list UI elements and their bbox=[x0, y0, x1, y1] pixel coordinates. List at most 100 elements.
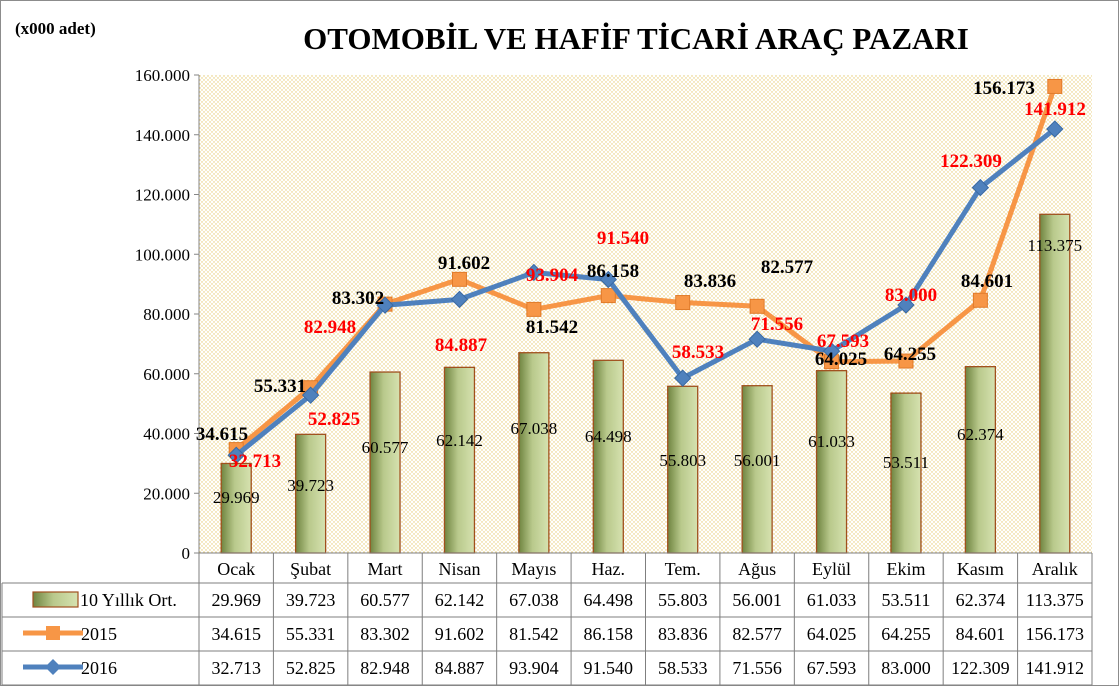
series-2016-value-label: 52.825 bbox=[308, 409, 360, 430]
table-cell-value: 83.836 bbox=[658, 624, 708, 644]
series-2015-point bbox=[972, 292, 988, 308]
chart-title: OTOMOBİL VE HAFİF TİCARİ ARAÇ PAZARI bbox=[303, 21, 969, 56]
table-cell-value: 67.038 bbox=[509, 590, 559, 610]
y-tick-label: 60.000 bbox=[143, 365, 190, 384]
series-2015-point bbox=[675, 295, 691, 311]
table-cell-value: 86.158 bbox=[584, 624, 634, 644]
series-name-label: 2016 bbox=[81, 658, 117, 678]
table-cell-value: 82.948 bbox=[360, 658, 410, 678]
bar bbox=[592, 359, 624, 554]
series-2015-value-label: 55.331 bbox=[254, 376, 306, 397]
legend-key-2015-marker bbox=[46, 626, 60, 640]
y-tick-label: 20.000 bbox=[143, 484, 190, 503]
table-cell-value: 34.615 bbox=[211, 624, 261, 644]
series-2016-value-label: 141.912 bbox=[1024, 99, 1086, 120]
table-cell-value: 156.173 bbox=[1026, 624, 1085, 644]
bar-value-label: 67.038 bbox=[511, 419, 558, 438]
series-2015-point bbox=[1047, 78, 1063, 94]
bar-value-label: 60.577 bbox=[362, 438, 409, 457]
bar bbox=[518, 352, 550, 554]
legend-key-bar bbox=[32, 591, 79, 608]
series-2016-value-label: 91.540 bbox=[597, 228, 649, 249]
category-label: Haz. bbox=[592, 559, 625, 579]
series-2015-point bbox=[526, 301, 542, 317]
line-series bbox=[227, 78, 1064, 464]
table-cell-value: 56.001 bbox=[732, 590, 782, 610]
series-2015-value-label: 83.302 bbox=[332, 288, 384, 309]
series-2016-point bbox=[301, 386, 320, 404]
category-label: Ocak bbox=[217, 559, 255, 579]
table-cell-value: 82.577 bbox=[732, 624, 782, 644]
series-2015-value-label: 83.836 bbox=[684, 271, 736, 292]
y-tick-label: 40.000 bbox=[143, 425, 190, 444]
bar-value-label: 113.375 bbox=[1027, 236, 1082, 255]
bar-value-label: 61.033 bbox=[808, 432, 855, 451]
unit-label: (x000 adet) bbox=[15, 19, 96, 38]
table-cell-value: 84.601 bbox=[956, 624, 1006, 644]
bar bbox=[741, 385, 773, 554]
series-2015-value-label: 86.158 bbox=[587, 261, 639, 282]
series-2016-point bbox=[748, 330, 766, 348]
series-2015-value-label: 91.602 bbox=[438, 253, 490, 274]
bar-series bbox=[220, 213, 1071, 554]
bar-value-label: 62.142 bbox=[436, 431, 483, 450]
table-cell-value: 64.498 bbox=[584, 590, 634, 610]
bar-value-label: 29.969 bbox=[213, 488, 260, 507]
table-cell-value: 53.511 bbox=[882, 590, 931, 610]
series-2016-point bbox=[897, 296, 915, 314]
series-2015-value-label: 34.615 bbox=[196, 424, 248, 445]
legend-key-2016-marker bbox=[45, 659, 61, 675]
series-2015-value-label: 64.255 bbox=[884, 344, 936, 365]
y-tick-label: 120.000 bbox=[135, 186, 190, 205]
series-2016-point bbox=[1046, 120, 1064, 138]
bar bbox=[964, 366, 997, 554]
series-2015-value-label: 81.542 bbox=[526, 317, 578, 338]
series-2015-point bbox=[749, 298, 765, 314]
table-cell-value: 39.723 bbox=[286, 590, 336, 610]
bar bbox=[1039, 213, 1071, 554]
category-label: Tem. bbox=[665, 559, 701, 579]
table-cell-value: 60.577 bbox=[360, 590, 410, 610]
y-tick-label: 80.000 bbox=[143, 305, 190, 324]
series-2015-value-label: 82.577 bbox=[761, 257, 814, 278]
category-label: Eylül bbox=[812, 559, 851, 579]
series-2016-point bbox=[227, 446, 245, 464]
table-cell-value: 64.255 bbox=[881, 624, 931, 644]
series-2016-value-label: 83.000 bbox=[885, 285, 937, 306]
series-2016-point bbox=[525, 263, 543, 282]
series-2016-value-label: 58.533 bbox=[672, 342, 724, 363]
category-label: Aralık bbox=[1032, 559, 1078, 579]
table-cell-value: 83.302 bbox=[360, 624, 410, 644]
bar-value-label: 55.803 bbox=[659, 451, 706, 470]
series-2015-value-label: 84.601 bbox=[961, 271, 1013, 292]
y-axis: 0 20.000 40.000 60.000 80.000 100.000 120.000 1… bbox=[135, 66, 200, 563]
series-2016-value-label: 32.713 bbox=[229, 451, 281, 472]
table-cell-value: 62.374 bbox=[956, 590, 1006, 610]
table-cell-value: 64.025 bbox=[807, 624, 857, 644]
data-table: Ocak Şubat Mart Nisan Mayıs Haz. Tem. Ağus Eylül… bbox=[1, 552, 1093, 686]
y-tick-label: 100.000 bbox=[135, 245, 190, 264]
bar-value-label: 56.001 bbox=[734, 451, 781, 470]
category-label: Ağus bbox=[738, 559, 776, 579]
series-2015-value-label: 64.025 bbox=[815, 349, 867, 370]
series-2016-point bbox=[376, 296, 394, 314]
table-cell-value: 141.912 bbox=[1026, 658, 1085, 678]
table-cell-value: 91.540 bbox=[584, 658, 634, 678]
category-label: Şubat bbox=[290, 559, 331, 579]
series-name-label: 2015 bbox=[81, 624, 117, 644]
category-label: Mart bbox=[368, 559, 403, 579]
bar bbox=[220, 462, 252, 554]
category-label: Kasım bbox=[957, 559, 1004, 579]
series-2016-value-label: 71.556 bbox=[751, 314, 803, 335]
table-cell-value: 91.602 bbox=[435, 624, 485, 644]
bar bbox=[369, 371, 401, 554]
bar bbox=[443, 366, 476, 554]
bar bbox=[890, 392, 922, 554]
bar-value-label: 64.498 bbox=[585, 427, 632, 446]
bar-value-label: 62.374 bbox=[957, 425, 1004, 444]
plot-area bbox=[199, 75, 1092, 553]
series-2016-point bbox=[822, 342, 841, 360]
table-cell-value: 83.000 bbox=[881, 658, 931, 678]
